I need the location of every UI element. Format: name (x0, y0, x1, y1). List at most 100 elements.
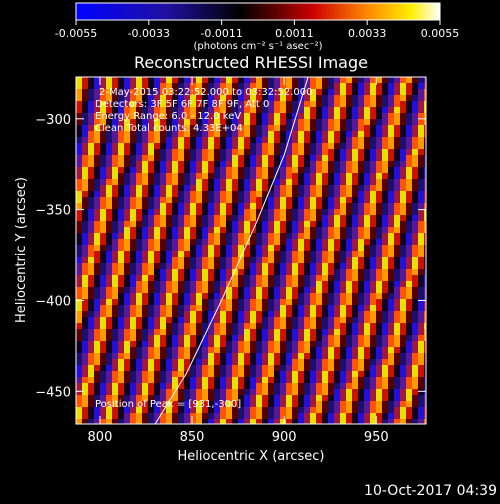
heatmap-cell (124, 335, 131, 342)
heatmap-cell (424, 113, 426, 120)
heatmap-cell (400, 347, 407, 354)
heatmap-cell (160, 293, 167, 300)
heatmap-cell (262, 245, 269, 252)
heatmap-cell (292, 407, 299, 414)
heatmap-cell (154, 395, 161, 402)
heatmap-cell (328, 335, 335, 342)
heatmap-cell (232, 173, 239, 180)
heatmap-cell (112, 221, 119, 228)
heatmap-cell (376, 305, 383, 312)
heatmap-cell (328, 197, 335, 204)
heatmap-cell (94, 341, 101, 348)
heatmap-cell (100, 407, 107, 414)
heatmap-cell (280, 377, 287, 384)
heatmap-cell (256, 131, 263, 138)
heatmap-cell (244, 389, 251, 396)
heatmap-cell (202, 353, 209, 360)
heatmap-cell (322, 353, 329, 360)
heatmap-cell (376, 245, 383, 252)
heatmap-cell (286, 155, 293, 162)
heatmap-cell (352, 305, 359, 312)
heatmap-cell (172, 233, 179, 240)
heatmap-cell (310, 161, 317, 168)
heatmap-cell (178, 311, 185, 318)
heatmap-cell (334, 203, 341, 210)
heatmap-cell (358, 233, 365, 240)
heatmap-cell (418, 131, 425, 138)
heatmap-cell (148, 191, 155, 198)
heatmap-cell (364, 143, 371, 150)
heatmap-cell (280, 221, 287, 228)
heatmap-cell (76, 77, 83, 84)
heatmap-cell (142, 119, 149, 126)
heatmap-cell (196, 395, 203, 402)
heatmap-cell (286, 341, 293, 348)
heatmap-cell (412, 269, 419, 276)
heatmap-cell (88, 83, 95, 90)
heatmap-cell (328, 101, 335, 108)
heatmap-cell (100, 107, 107, 114)
heatmap-cell (106, 191, 113, 198)
heatmap-cell (292, 179, 299, 186)
heatmap-cell (256, 293, 263, 300)
heatmap-cell (142, 263, 149, 270)
heatmap-cell (406, 335, 413, 342)
heatmap-cell (406, 329, 413, 336)
heatmap-cell (196, 191, 203, 198)
heatmap-cell (382, 275, 389, 282)
heatmap-cell (112, 161, 119, 168)
heatmap-cell (118, 203, 125, 210)
heatmap-cell (388, 95, 395, 102)
heatmap-cell (124, 323, 131, 330)
heatmap-cell (322, 83, 329, 90)
heatmap-cell (178, 371, 185, 378)
heatmap-cell (352, 125, 359, 132)
heatmap-cell (76, 167, 83, 174)
heatmap-cell (250, 341, 257, 348)
heatmap-cell (376, 161, 383, 168)
heatmap-cell (340, 359, 347, 366)
heatmap-cell (274, 167, 281, 174)
heatmap-cell (382, 401, 389, 408)
heatmap-cell (100, 353, 107, 360)
heatmap-cell (184, 173, 191, 180)
heatmap-cell (244, 119, 251, 126)
heatmap-cell (208, 161, 215, 168)
heatmap-cell (400, 371, 407, 378)
heatmap-cell (250, 179, 257, 186)
heatmap-cell (406, 149, 413, 156)
heatmap-cell (280, 323, 287, 330)
heatmap-cell (352, 215, 359, 222)
heatmap-cell (358, 299, 365, 306)
heatmap-cell (124, 215, 131, 222)
heatmap-cell (226, 197, 233, 204)
heatmap-cell (280, 233, 287, 240)
heatmap-cell (94, 293, 101, 300)
heatmap-cell (190, 251, 197, 258)
heatmap-cell (208, 89, 215, 96)
heatmap-cell (298, 413, 305, 420)
heatmap-cell (112, 89, 119, 96)
heatmap-cell (190, 395, 197, 402)
heatmap-cell (202, 263, 209, 270)
heatmap-cell (340, 287, 347, 294)
heatmap-cell (412, 335, 419, 342)
heatmap-cell (124, 311, 131, 318)
heatmap-cell (310, 137, 317, 144)
heatmap-cell (208, 395, 215, 402)
heatmap-cell (226, 209, 233, 216)
heatmap-cell (76, 389, 83, 396)
heatmap-cell (124, 95, 131, 102)
heatmap-cell (232, 263, 239, 270)
heatmap-cell (304, 197, 311, 204)
heatmap-cell (88, 113, 95, 120)
heatmap-cell (214, 161, 221, 168)
heatmap-cell (346, 167, 353, 174)
heatmap-cell (388, 227, 395, 234)
heatmap-cell (388, 149, 395, 156)
heatmap-cell (196, 221, 203, 228)
heatmap-cell (418, 125, 425, 132)
heatmap-cell (232, 269, 239, 276)
heatmap-cell (214, 113, 221, 120)
heatmap-cell (172, 401, 179, 408)
